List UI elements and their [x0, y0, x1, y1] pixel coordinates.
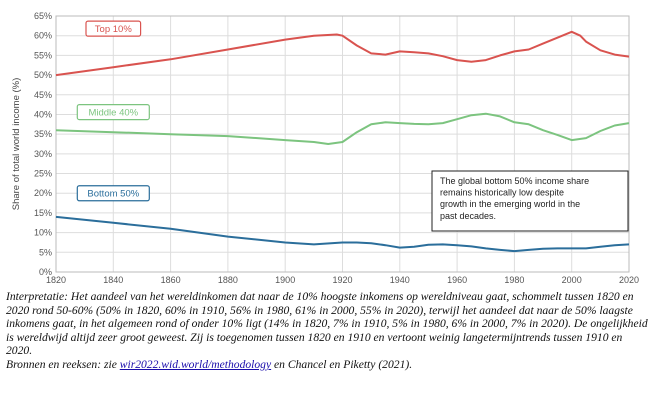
line-chart: Share of total world income (%) 0% 5% 10% 1… [11, 11, 639, 285]
x-tick-label: 1860 [161, 275, 181, 285]
plot-frame [55, 15, 630, 273]
x-tick-label: 1960 [447, 275, 467, 285]
x-tick-label: 1940 [390, 275, 410, 285]
x-tick-label: 1840 [103, 275, 123, 285]
methodology-link[interactable]: wir2022.wid.world/methodology [119, 357, 272, 371]
y-tick-label: 65% [34, 11, 52, 21]
y-tick-label: 15% [34, 208, 52, 218]
x-tick-label: 2020 [619, 275, 639, 285]
y-tick-label: 50% [34, 70, 52, 80]
y-tick-label: 5% [39, 247, 52, 257]
series-label-box [76, 103, 150, 121]
series-label-box [76, 185, 150, 202]
caption-sources-prefix: Bronnen en reeksen: zie [6, 357, 120, 371]
y-tick-label: 0% [39, 267, 52, 277]
x-tick-label: 1900 [275, 275, 295, 285]
y-tick-label: 55% [34, 50, 52, 60]
y-tick-label: 20% [34, 188, 52, 198]
series-line [55, 215, 630, 253]
series-label: Top 10% [95, 24, 133, 35]
series-lines [55, 30, 630, 253]
x-axis-ticks: 1820 1840 1860 1880 1900 1920 1940 1960 1980 2000… [46, 275, 639, 285]
series-label: Middle 40% [88, 107, 138, 118]
y-axis-ticks: 0% 5% 10% 15% 20% 25% 30% 35% 40% 45% 50% 55% 60% 65% [34, 11, 52, 277]
x-tick-label: 1980 [504, 275, 524, 285]
y-tick-label: 35% [34, 129, 52, 139]
y-tick-label: 30% [34, 149, 52, 159]
figure-caption: Interpretatie: Het aandeel van het werel… [6, 290, 649, 372]
grid [55, 15, 630, 273]
series-label: Bottom 50% [87, 189, 139, 200]
y-tick-label: 25% [34, 169, 52, 179]
y-tick-label: 10% [34, 228, 52, 238]
y-tick-label: 45% [34, 90, 52, 100]
series-line [55, 30, 630, 77]
caption-interpretation: Interpretatie: Het aandeel van het werel… [6, 290, 648, 358]
x-tick-label: 2000 [562, 275, 582, 285]
annotation-text: The global bottom 50% income share remain… [440, 176, 589, 221]
x-tick-label: 1820 [46, 275, 66, 285]
x-tick-label: 1880 [218, 275, 238, 285]
x-tick-label: 1920 [332, 275, 352, 285]
y-axis-label: Share of total world income (%) [11, 78, 22, 211]
annotation-box: The global bottom 50% income share remain… [431, 170, 629, 232]
y-tick-label: 40% [34, 109, 52, 119]
caption-sources-suffix: en Chancel en Piketty (2021). [271, 357, 413, 371]
series-labels: Top 10% Middle 40% Bottom 50% [76, 20, 150, 202]
series-label-box [85, 20, 142, 37]
y-tick-label: 60% [34, 31, 52, 41]
series-line [55, 112, 630, 145]
